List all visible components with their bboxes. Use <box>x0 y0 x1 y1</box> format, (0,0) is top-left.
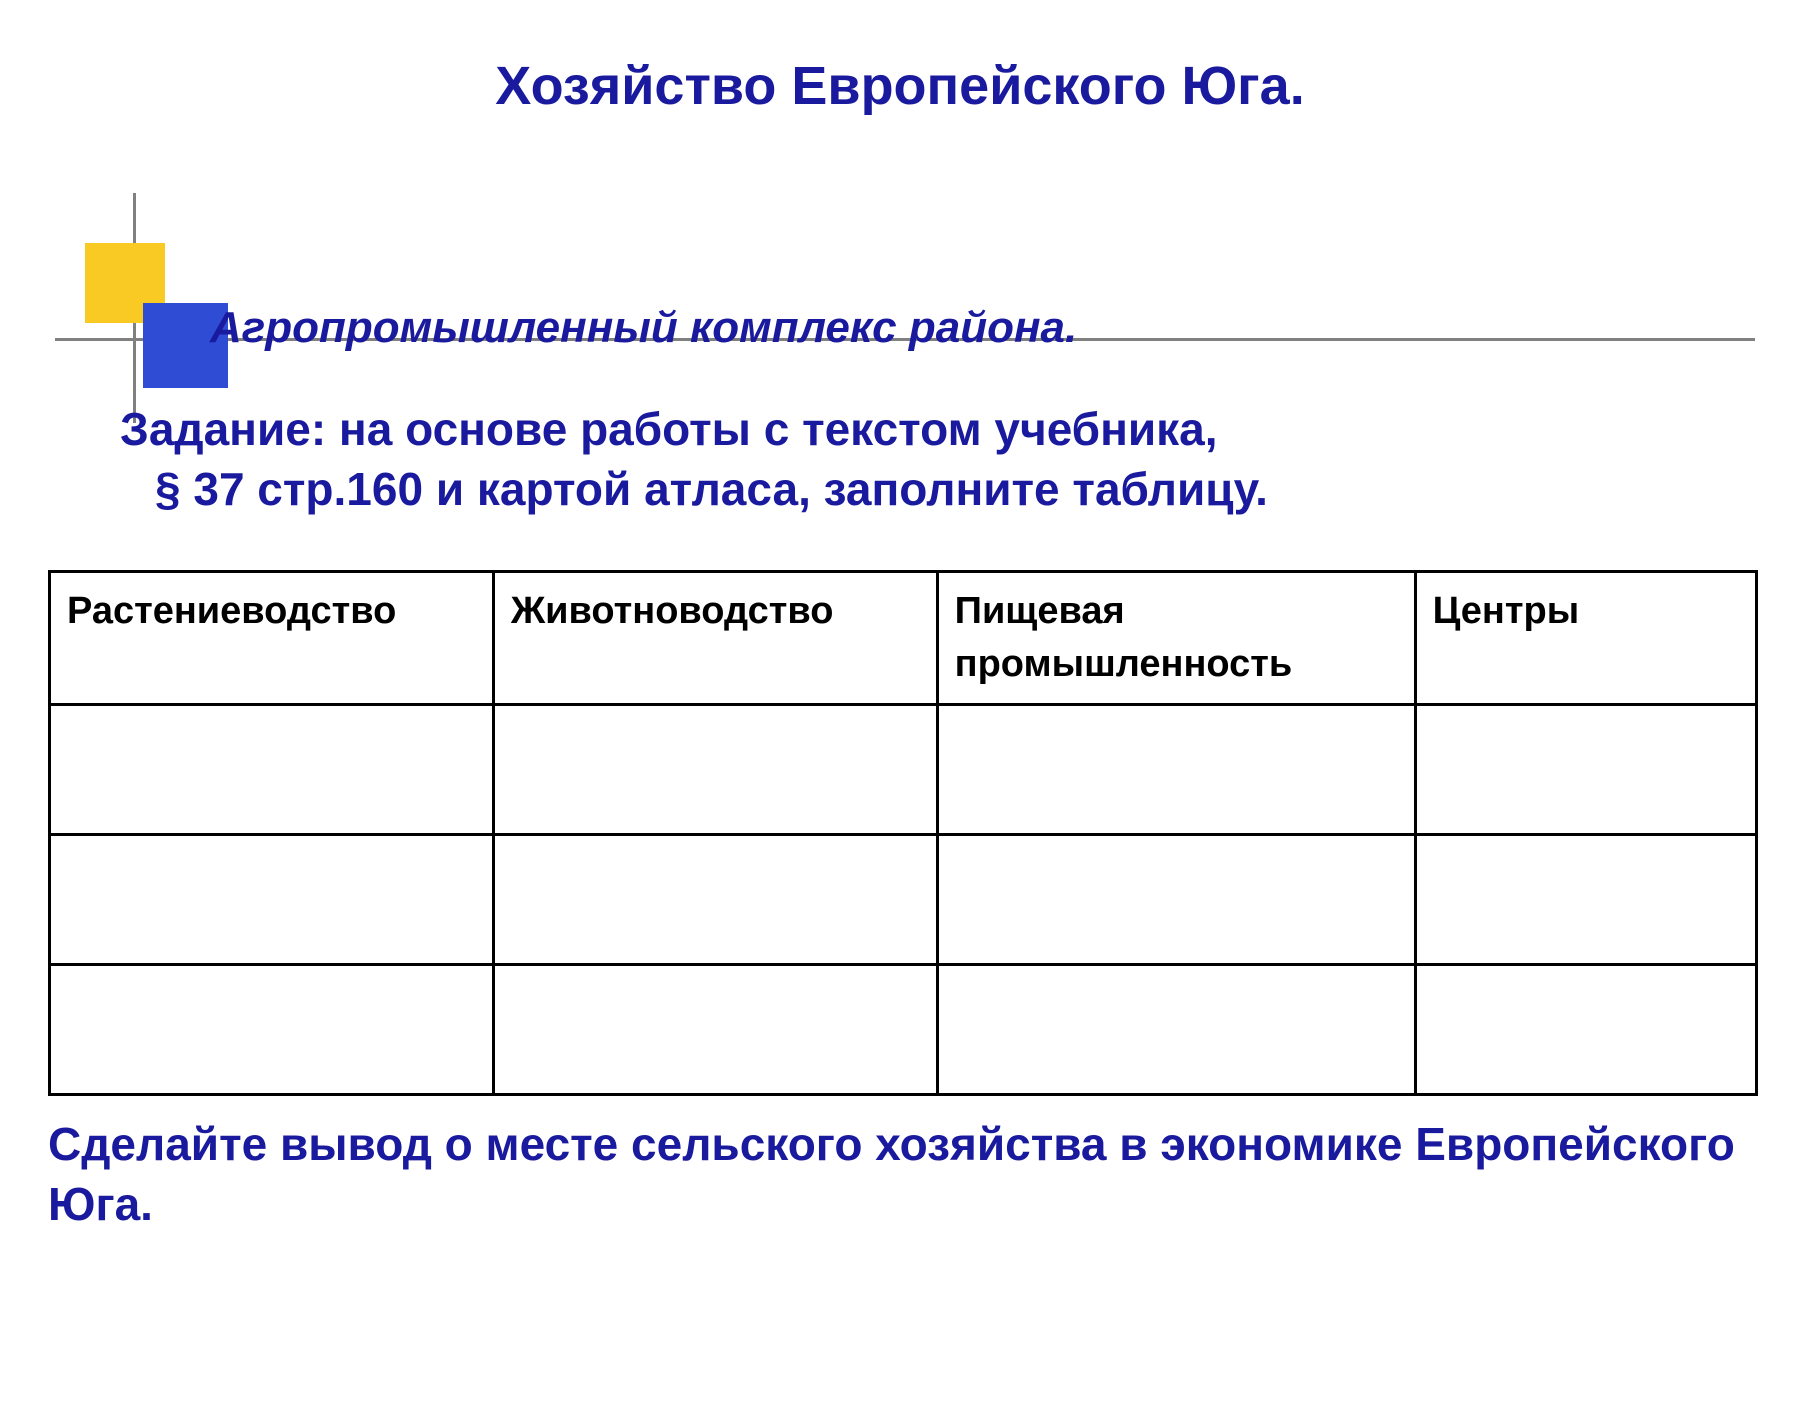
task-description: Задание: на основе работы с текстом учеб… <box>120 400 1760 520</box>
column-header: Животноводство <box>493 572 937 705</box>
table-cell <box>1415 965 1756 1095</box>
table-row <box>50 965 1757 1095</box>
table-cell <box>1415 835 1756 965</box>
task-line-1: Задание: на основе работы с текстом учеб… <box>120 403 1218 455</box>
table-cell <box>937 705 1415 835</box>
table-row <box>50 705 1757 835</box>
column-header: Растениеводство <box>50 572 494 705</box>
column-header: Пищевая промышленность <box>937 572 1415 705</box>
slide-title: Хозяйство Европейского Юга. <box>0 55 1800 117</box>
conclusion-text: Сделайте вывод о месте сельского хозяйст… <box>48 1115 1748 1235</box>
table-cell <box>493 835 937 965</box>
table-cell <box>1415 705 1756 835</box>
table-cell <box>937 965 1415 1095</box>
table-row <box>50 835 1757 965</box>
table-cell <box>50 835 494 965</box>
table-cell <box>937 835 1415 965</box>
task-line-2: § 37 стр.160 и картой атласа, заполните … <box>120 460 1760 520</box>
table-cell <box>493 965 937 1095</box>
table-cell <box>50 965 494 1095</box>
slide-subtitle: Агропромышленный комплекс района. <box>210 303 1077 353</box>
agriculture-table: Растениеводство Животноводство Пищевая п… <box>48 570 1758 1096</box>
table-header-row: Растениеводство Животноводство Пищевая п… <box>50 572 1757 705</box>
bullet-decoration <box>55 243 215 403</box>
table-cell <box>493 705 937 835</box>
column-header: Центры <box>1415 572 1756 705</box>
table-cell <box>50 705 494 835</box>
